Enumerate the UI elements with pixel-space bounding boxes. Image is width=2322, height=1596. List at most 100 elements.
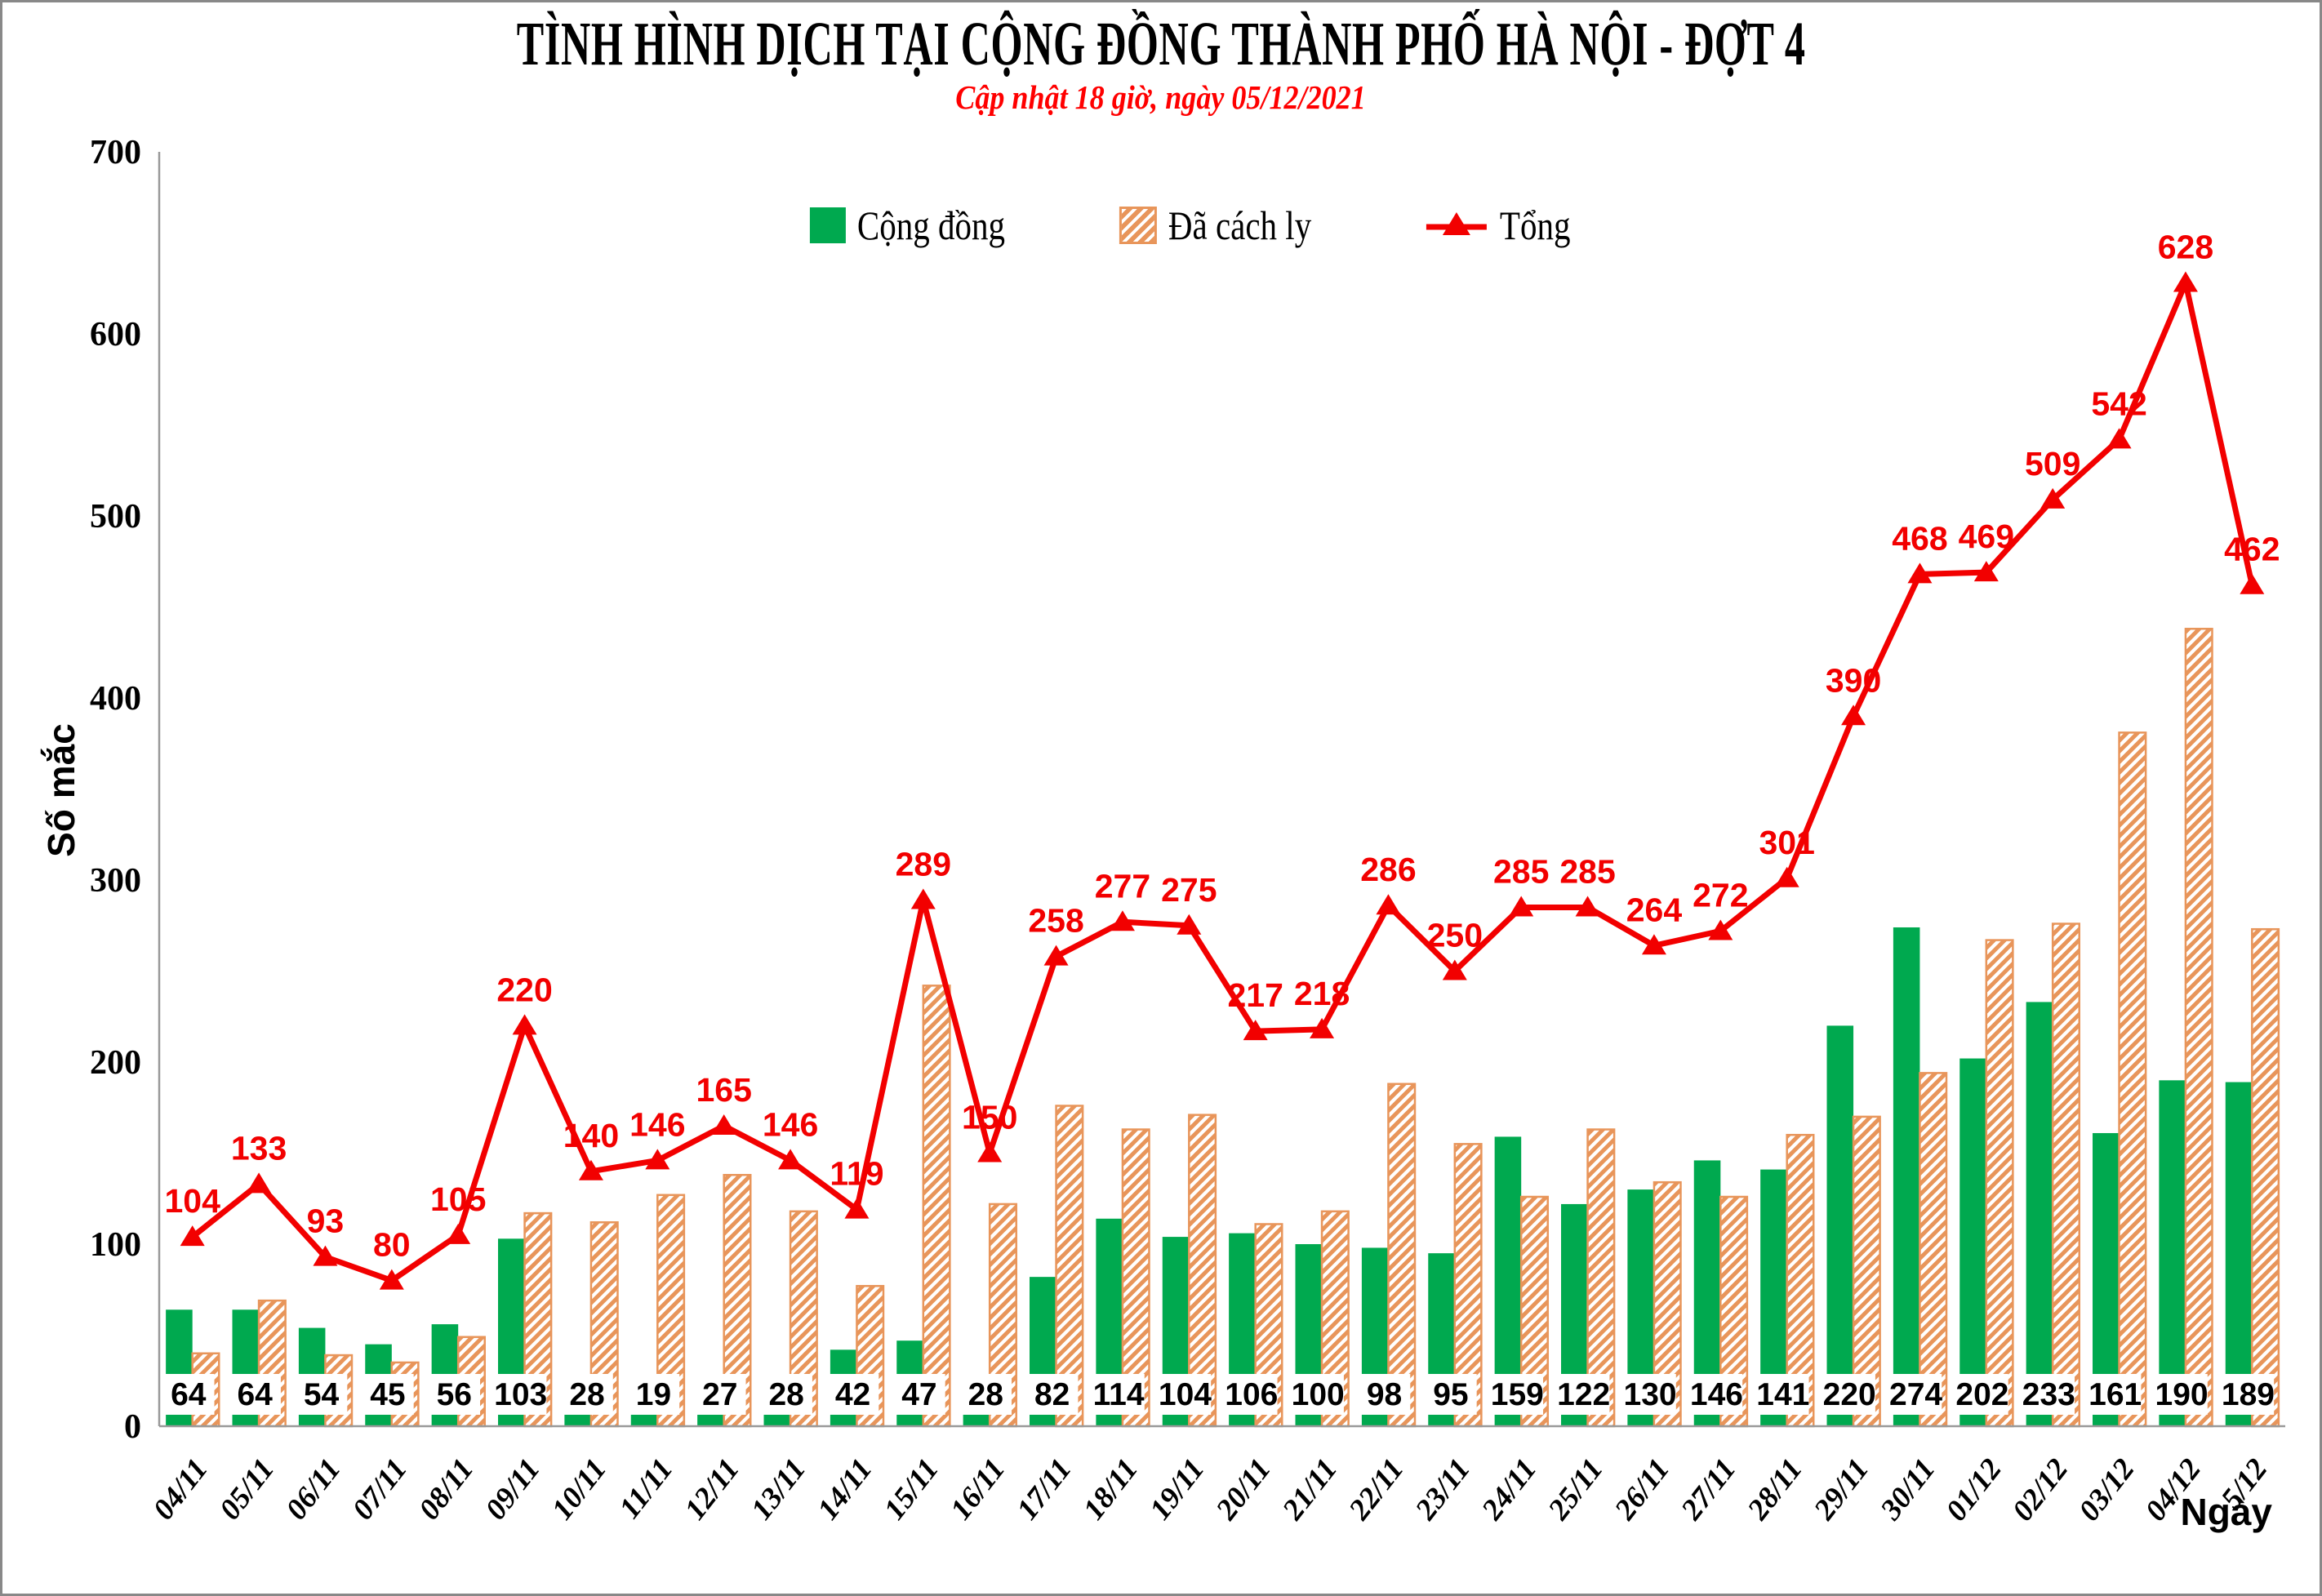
- x-tick-label: 18/11: [1077, 1452, 1145, 1526]
- total-marker: [1841, 705, 1866, 726]
- total-label: 119: [830, 1155, 883, 1193]
- total-label: 469: [1959, 518, 2014, 555]
- x-axis-title: Ngày: [2180, 1491, 2272, 1533]
- legend-label-total: Tổng: [1499, 202, 1571, 248]
- bar-label-box: [1358, 1374, 1411, 1415]
- x-tick-label: 14/11: [812, 1452, 879, 1526]
- bar-label: 64: [171, 1377, 207, 1412]
- total-marker: [1907, 562, 1933, 584]
- bar-label-box: [1491, 1374, 1544, 1415]
- bar-label: 161: [2088, 1377, 2142, 1412]
- total-label: 468: [1892, 519, 1947, 557]
- total-label: 286: [1360, 851, 1416, 888]
- bar-label-box: [2088, 1374, 2142, 1415]
- total-label: 218: [1294, 975, 1350, 1012]
- bar-label: 98: [1367, 1377, 1402, 1412]
- bar-da-cach-ly: [2051, 922, 2080, 1428]
- bar-label-box: [2022, 1374, 2075, 1415]
- bar-label: 95: [1433, 1377, 1468, 1412]
- total-label: 542: [2091, 385, 2146, 422]
- total-marker: [180, 1225, 205, 1247]
- total-marker: [1708, 919, 1733, 940]
- chart-title: TÌNH HÌNH DỊCH TẠI CỘNG ĐỒNG THÀNH PHỐ H…: [516, 10, 1806, 78]
- x-tick-label: 23/11: [1408, 1452, 1477, 1527]
- total-marker: [645, 1149, 670, 1170]
- x-tick-label: 06/11: [280, 1452, 348, 1526]
- total-label: 146: [629, 1105, 685, 1143]
- bar-label-box: [1757, 1374, 1809, 1415]
- total-label: 150: [962, 1099, 1017, 1136]
- y-tick-label: 600: [90, 316, 141, 353]
- x-tick-label: 01/12: [1940, 1452, 2008, 1527]
- total-label: 289: [896, 846, 951, 883]
- x-tick-label: 05/11: [213, 1452, 281, 1526]
- x-tick-label: 15/11: [878, 1452, 945, 1526]
- quarantined-swatch-icon: [1119, 207, 1157, 244]
- bar-da-cach-ly: [2118, 731, 2147, 1428]
- total-line: [190, 280, 2255, 1284]
- bar-cong-dong: [2225, 1082, 2253, 1426]
- bar-label-box: [694, 1374, 746, 1415]
- x-tick-label: 08/11: [412, 1452, 480, 1526]
- bar-da-cach-ly: [1919, 1072, 1948, 1428]
- bar-label: 104: [1159, 1377, 1212, 1412]
- y-tick-label: 400: [90, 680, 141, 718]
- x-tick-label: 21/11: [1276, 1452, 1345, 1527]
- total-marker: [1641, 934, 1666, 955]
- bar-label-box: [893, 1374, 945, 1415]
- bar-label: 56: [437, 1377, 472, 1412]
- bar-label-box: [295, 1374, 348, 1415]
- bar-da-cach-ly: [1786, 1133, 1815, 1428]
- bar-label: 190: [2155, 1377, 2209, 1412]
- bar-label: 28: [768, 1377, 803, 1412]
- legend-label-community: Cộng đồng: [856, 202, 1006, 248]
- bar-da-cach-ly: [2251, 927, 2280, 1428]
- total-label: 277: [1095, 867, 1150, 905]
- total-label: 285: [1493, 852, 1549, 890]
- x-tick-label: 17/11: [1011, 1452, 1079, 1526]
- bar-label-box: [362, 1374, 414, 1415]
- total-label: 250: [1427, 917, 1483, 954]
- legend-item-total: Tổng: [1425, 202, 1586, 249]
- total-marker: [1043, 945, 1069, 966]
- bar-label-box: [627, 1374, 680, 1415]
- bar-label-box: [959, 1374, 1012, 1415]
- bar-label-box: [1226, 1374, 1278, 1415]
- total-marker: [1310, 1017, 1335, 1038]
- total-marker: [1509, 896, 1534, 917]
- total-label: 462: [2224, 531, 2280, 568]
- y-tick-label: 200: [90, 1044, 141, 1082]
- bar-label: 27: [702, 1377, 737, 1412]
- bar-label: 47: [901, 1377, 936, 1412]
- total-label: 220: [496, 971, 552, 1008]
- bar-label: 189: [2222, 1377, 2275, 1412]
- total-label: 80: [373, 1226, 411, 1264]
- total-label: 272: [1693, 876, 1748, 914]
- bar-label-box: [1690, 1374, 1743, 1415]
- bar-label-box: [2155, 1374, 2208, 1415]
- total-marker: [1110, 910, 1135, 931]
- total-marker: [977, 1141, 1003, 1163]
- x-tick-label: 07/11: [346, 1452, 414, 1526]
- bar-label-box: [1557, 1374, 1610, 1415]
- y-tick-label: 0: [124, 1408, 141, 1446]
- bar-label-box: [1092, 1374, 1145, 1415]
- bar-label: 28: [968, 1377, 1003, 1412]
- x-tick-label: 29/11: [1808, 1452, 1876, 1527]
- total-marker: [2240, 573, 2265, 594]
- total-marker: [910, 888, 936, 909]
- bar-label-box: [1823, 1374, 1875, 1415]
- bar-label-box: [1956, 1374, 2008, 1415]
- x-tick-label: 5/12: [2215, 1452, 2275, 1515]
- bar-label-box: [1889, 1374, 1942, 1415]
- total-marker: [1243, 1020, 1268, 1041]
- total-marker: [446, 1223, 471, 1244]
- y-tick-label: 100: [90, 1226, 141, 1264]
- x-tick-label: 16/11: [944, 1452, 1012, 1526]
- chart-legend: Cộng đồng Đã cách ly Tổng: [809, 202, 1586, 249]
- bar-label-box: [826, 1374, 879, 1415]
- bar-label: 82: [1034, 1377, 1070, 1412]
- total-label: 140: [563, 1117, 619, 1154]
- bar-da-cach-ly: [2184, 628, 2213, 1428]
- bar-label: 64: [237, 1377, 273, 1412]
